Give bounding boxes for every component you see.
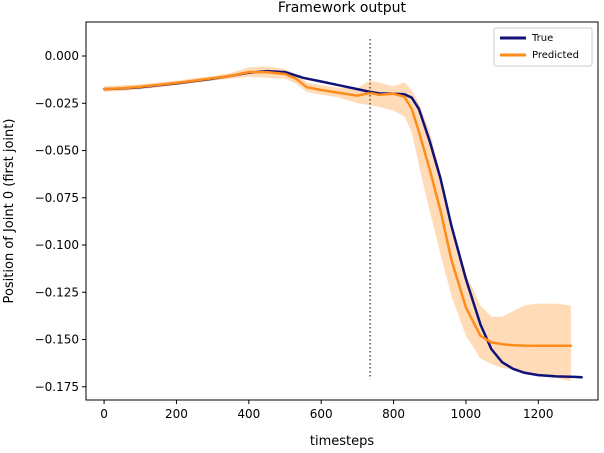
x-tick-label: 0	[100, 407, 108, 421]
x-tick-label: 800	[382, 407, 405, 421]
x-tick-label: 1200	[523, 407, 554, 421]
uncertainty-band-layer	[104, 66, 571, 382]
chart-title: Framework output	[278, 0, 407, 16]
x-tick-label: 400	[237, 407, 260, 421]
series-layer	[102, 69, 583, 379]
x-axis-title: timesteps	[310, 434, 374, 449]
y-tick-label: 0.000	[45, 49, 79, 63]
y-tick-label: −0.100	[35, 238, 79, 252]
plot-frame	[85, 21, 599, 401]
series-line-predicted	[102, 70, 573, 348]
y-tick-label: −0.175	[35, 380, 79, 394]
legend-label-predicted: Predicted	[532, 50, 579, 61]
x-tick-label: 200	[165, 407, 188, 421]
x-axis: 0 200 400 600 800 1000 1200	[100, 400, 554, 421]
x-tick-label: 600	[310, 407, 333, 421]
y-tick-label: −0.025	[35, 96, 79, 110]
legend: True Predicted	[493, 27, 593, 67]
y-axis: 0.000 −0.025 −0.050 −0.075 −0.100 −0.125 −0.15…	[35, 49, 86, 394]
x-tick-label: 1000	[451, 407, 482, 421]
y-axis-title: Position of Joint 0 (first joint)	[2, 119, 17, 304]
y-tick-label: −0.125	[35, 285, 79, 299]
y-tick-label: −0.150	[35, 333, 79, 347]
y-tick-label: −0.050	[35, 144, 79, 158]
uncertainty-band	[104, 66, 571, 382]
legend-label-true: True	[531, 33, 553, 44]
y-tick-label: −0.075	[35, 191, 79, 205]
